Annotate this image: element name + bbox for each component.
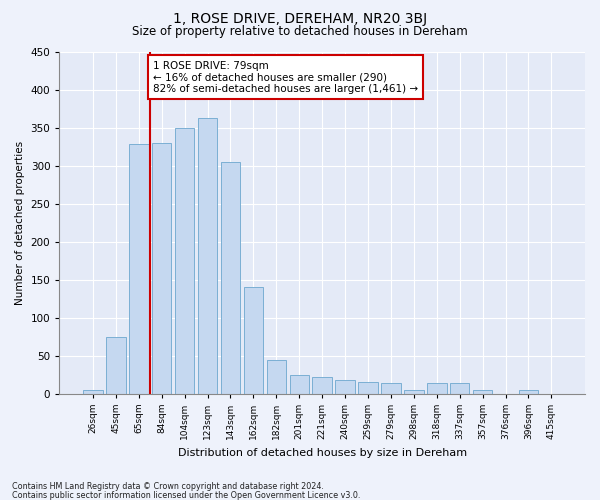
Bar — [244, 288, 263, 394]
Bar — [221, 162, 240, 394]
Bar — [335, 380, 355, 394]
Y-axis label: Number of detached properties: Number of detached properties — [15, 140, 25, 304]
Bar — [175, 128, 194, 394]
Bar — [129, 144, 149, 394]
Bar — [313, 377, 332, 394]
Bar — [404, 390, 424, 394]
Bar — [358, 382, 378, 394]
Bar — [198, 118, 217, 394]
Bar — [106, 336, 125, 394]
Text: Size of property relative to detached houses in Dereham: Size of property relative to detached ho… — [132, 25, 468, 38]
Bar — [473, 390, 493, 394]
Bar — [266, 360, 286, 394]
Bar — [152, 143, 172, 394]
Text: Contains public sector information licensed under the Open Government Licence v3: Contains public sector information licen… — [12, 490, 361, 500]
Bar — [290, 374, 309, 394]
Bar — [381, 383, 401, 394]
Bar — [519, 390, 538, 394]
Bar — [83, 390, 103, 394]
Bar — [450, 383, 469, 394]
Text: 1, ROSE DRIVE, DEREHAM, NR20 3BJ: 1, ROSE DRIVE, DEREHAM, NR20 3BJ — [173, 12, 427, 26]
X-axis label: Distribution of detached houses by size in Dereham: Distribution of detached houses by size … — [178, 448, 467, 458]
Bar — [427, 383, 446, 394]
Text: 1 ROSE DRIVE: 79sqm
← 16% of detached houses are smaller (290)
82% of semi-detac: 1 ROSE DRIVE: 79sqm ← 16% of detached ho… — [153, 60, 418, 94]
Text: Contains HM Land Registry data © Crown copyright and database right 2024.: Contains HM Land Registry data © Crown c… — [12, 482, 324, 491]
